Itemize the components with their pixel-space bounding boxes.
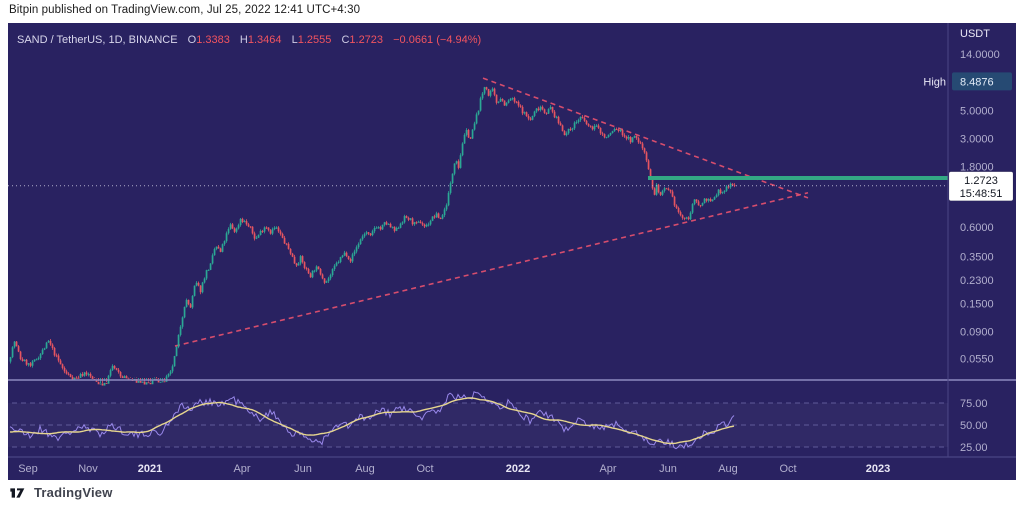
svg-text:0.1500: 0.1500 [960,298,994,310]
open-value: 1.3383 [196,34,230,46]
svg-text:0.3500: 0.3500 [960,252,994,264]
svg-text:5.0000: 5.0000 [960,105,994,117]
tradingview-brand-text: TradingView [34,485,113,500]
attribution-text: Bitpin published on TradingView.com, Jul… [9,4,361,16]
tradingview-attribution[interactable]: TradingView [9,485,113,500]
svg-text:2023: 2023 [866,463,890,475]
high-label: H [239,34,248,46]
svg-text:75.00: 75.00 [960,398,988,410]
svg-text:Jun: Jun [294,463,312,475]
svg-text:0.0550: 0.0550 [960,354,994,366]
svg-text:14.0000: 14.0000 [960,49,1000,61]
svg-text:0.6000: 0.6000 [960,222,994,234]
svg-text:0.0900: 0.0900 [960,326,994,338]
symbol-legend[interactable]: SAND / TetherUS, 1D, BINANCE O1.3383 H1.… [17,34,481,46]
svg-text:Oct: Oct [779,463,796,475]
svg-text:2022: 2022 [506,463,530,475]
svg-text:0.2300: 0.2300 [960,275,994,287]
svg-text:50.00: 50.00 [960,420,988,432]
close-value: 1.2723 [349,34,384,46]
svg-text:8.4876: 8.4876 [960,76,994,88]
svg-text:High: High [923,76,946,88]
svg-text:1.2723: 1.2723 [964,175,998,187]
svg-text:Nov: Nov [78,463,98,475]
high-value: 1.3464 [247,34,282,46]
svg-text:Aug: Aug [355,463,375,475]
low-value: 1.2555 [297,34,332,46]
svg-text:Sep: Sep [18,463,38,475]
svg-text:1.8000: 1.8000 [960,162,994,174]
symbol-title: SAND / TetherUS, 1D, BINANCE [17,34,178,46]
svg-text:15:48:51: 15:48:51 [960,188,1003,200]
low-label: L [291,34,298,46]
chart-widget: USDT 14.0000 5.0000 3.0000 1.8000 0.6000 0.350… [8,23,1016,480]
svg-text:Aug: Aug [718,463,738,475]
svg-text:USDT: USDT [960,28,990,40]
svg-text:Apr: Apr [233,463,250,475]
svg-text:2021: 2021 [138,463,162,475]
svg-text:Oct: Oct [416,463,433,475]
open-label: O [187,34,197,46]
svg-text:3.0000: 3.0000 [960,134,994,146]
svg-text:25.00: 25.00 [960,442,988,454]
svg-text:Apr: Apr [599,463,616,475]
change-value: −0.0661 (−4.94%) [393,34,482,46]
svg-text:Jun: Jun [659,463,677,475]
tradingview-logo-icon [10,487,25,498]
price-chart-canvas[interactable]: USDT 14.0000 5.0000 3.0000 1.8000 0.6000 0.350… [8,23,1016,480]
close-label: C [341,34,350,46]
